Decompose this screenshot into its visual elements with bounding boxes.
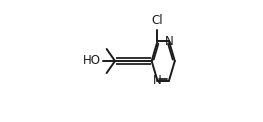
Text: N: N bbox=[165, 35, 173, 48]
Text: N: N bbox=[153, 74, 162, 87]
Text: HO: HO bbox=[83, 55, 101, 67]
Text: Cl: Cl bbox=[151, 14, 163, 27]
